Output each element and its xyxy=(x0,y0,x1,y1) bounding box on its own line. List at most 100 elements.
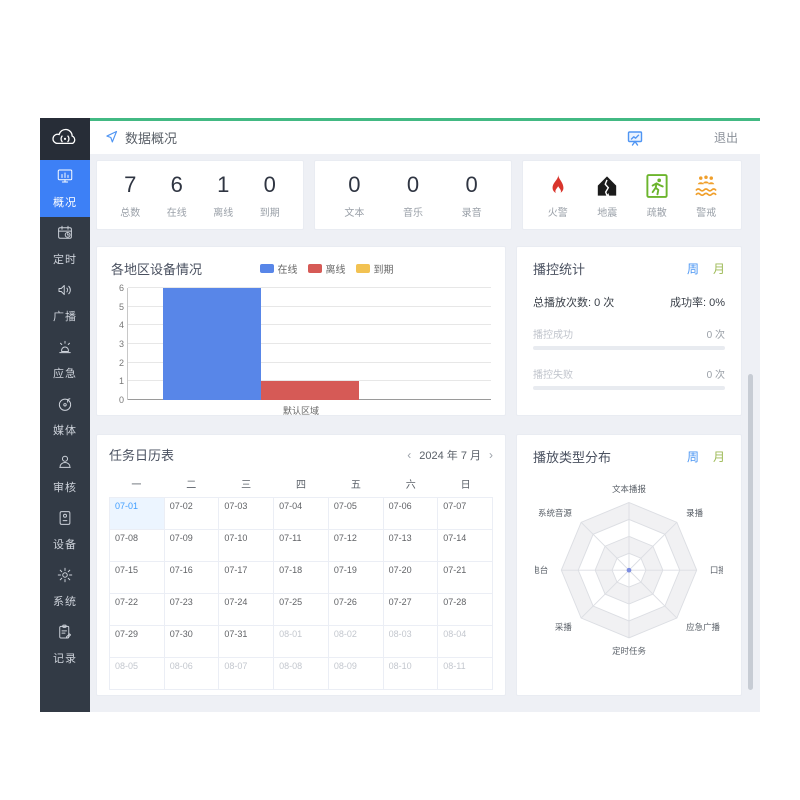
alert-fire[interactable]: 火警 xyxy=(544,172,572,219)
progress-label: 播控成功 xyxy=(533,330,573,341)
calendar-day[interactable]: 07-13 xyxy=(383,530,439,562)
calendar-day[interactable]: 07-26 xyxy=(328,594,384,626)
svg-text:采播: 采播 xyxy=(555,622,572,632)
stat-value: 1 xyxy=(217,171,230,197)
sidebar-item-emergency[interactable]: 应急 xyxy=(40,331,90,388)
calendar-grid: 07-01 07-02 07-03 07-04 07-05 07-06 07-07 07-08… xyxy=(109,497,493,690)
calendar-day[interactable]: 07-05 xyxy=(328,498,384,530)
calendar-day[interactable]: 08-07 xyxy=(219,658,275,690)
calendar-day[interactable]: 08-04 xyxy=(438,626,493,658)
calendar-day[interactable]: 08-01 xyxy=(274,626,329,658)
calendar-day[interactable]: 07-16 xyxy=(164,562,220,594)
calendar-day[interactable]: 07-10 xyxy=(219,530,275,562)
radar-week-toggle[interactable]: 周 xyxy=(686,450,699,464)
sidebar-item-label: 概况 xyxy=(53,197,77,209)
alert-label: 火警 xyxy=(547,207,568,219)
calendar-day[interactable]: 07-09 xyxy=(164,530,220,562)
sidebar-item-broadcast[interactable]: 广播 xyxy=(40,274,90,331)
system-icon xyxy=(56,566,74,589)
calendar-day[interactable]: 08-06 xyxy=(164,658,220,690)
calendar-day[interactable]: 07-08 xyxy=(110,530,165,562)
legend-item[interactable]: 到期 xyxy=(355,261,394,276)
sidebar-item-system[interactable]: 系统 xyxy=(40,559,90,616)
calendar-day[interactable]: 07-03 xyxy=(219,498,275,530)
app-logo[interactable] xyxy=(40,118,90,160)
progress-row: 播控失败 0 次 xyxy=(533,366,725,390)
calendar-day[interactable]: 07-22 xyxy=(110,594,165,626)
calendar-day[interactable]: 07-25 xyxy=(274,594,329,626)
calendar-day[interactable]: 07-27 xyxy=(383,594,439,626)
calendar-day[interactable]: 08-10 xyxy=(383,658,439,690)
calendar-day[interactable]: 07-06 xyxy=(383,498,439,530)
calendar-day[interactable]: 07-23 xyxy=(164,594,220,626)
calendar-day[interactable]: 07-11 xyxy=(274,530,329,562)
sidebar-item-device[interactable]: 设备 xyxy=(40,502,90,559)
calendar-day[interactable]: 08-05 xyxy=(110,658,165,690)
month-toggle[interactable]: 月 xyxy=(712,262,725,276)
logout-button[interactable]: 退出 xyxy=(713,131,738,145)
calendar-day[interactable]: 07-14 xyxy=(438,530,493,562)
progress-label: 播控失败 xyxy=(533,370,573,381)
calendar-day[interactable]: 07-04 xyxy=(274,498,329,530)
calendar-day[interactable]: 08-09 xyxy=(328,658,384,690)
calendar-month-label: 2024 年 7 月 xyxy=(419,449,481,462)
sidebar-item-media[interactable]: 媒体 xyxy=(40,388,90,445)
media-icon xyxy=(56,395,74,418)
stat-value: 6 xyxy=(170,171,183,197)
svg-text:口播: 口播 xyxy=(710,565,723,575)
stat-label: 总数 xyxy=(120,207,141,219)
calendar-day[interactable]: 07-01 xyxy=(110,498,165,530)
bar-离线[interactable] xyxy=(260,381,359,400)
calendar-prev-icon[interactable]: ‹ xyxy=(407,447,412,462)
success-rate-label: 成功率: 0% xyxy=(669,297,725,309)
x-category-label: 默认区域 xyxy=(282,406,319,416)
calendar-next-icon[interactable]: › xyxy=(489,447,493,462)
y-tick-label: 4 xyxy=(118,320,124,331)
sidebar-item-overview[interactable]: 概况 xyxy=(40,160,90,217)
calendar-day[interactable]: 07-02 xyxy=(164,498,220,530)
legend-label: 离线 xyxy=(325,265,346,276)
calendar-day[interactable]: 07-17 xyxy=(219,562,275,594)
calendar-day[interactable]: 07-30 xyxy=(164,626,220,658)
legend-swatch xyxy=(307,264,322,273)
alert-flood[interactable]: 警戒 xyxy=(692,172,720,219)
sidebar-item-timer[interactable]: 定时 xyxy=(40,217,90,274)
stat-item: 0 音乐 xyxy=(403,172,423,219)
stat-item: 0 录音 xyxy=(462,172,482,219)
stat-value: 0 xyxy=(263,171,276,197)
calendar-day[interactable]: 07-28 xyxy=(438,594,493,626)
alert-earthquake[interactable]: 地震 xyxy=(593,172,621,219)
play-control-stats-card: 播控统计 周 月 总播放次数: 0 次 成功率: 0% 播控成功 0 次播控失败 0… xyxy=(516,246,742,416)
legend-item[interactable]: 离线 xyxy=(307,261,346,276)
calendar-day[interactable]: 08-02 xyxy=(328,626,384,658)
stat-value: 0 xyxy=(465,171,478,197)
calendar-day[interactable]: 07-20 xyxy=(383,562,439,594)
legend-item[interactable]: 在线 xyxy=(259,261,298,276)
bar-在线[interactable] xyxy=(162,288,261,400)
gridline xyxy=(128,324,491,326)
week-toggle[interactable]: 周 xyxy=(686,262,699,276)
calendar-day[interactable]: 07-12 xyxy=(328,530,384,562)
calendar-day[interactable]: 08-03 xyxy=(383,626,439,658)
calendar-day[interactable]: 07-18 xyxy=(274,562,329,594)
calendar-weekday-header: 一二三四五六日 xyxy=(109,472,493,497)
calendar-day[interactable]: 07-15 xyxy=(110,562,165,594)
svg-text:FM电台: FM电台 xyxy=(535,565,548,575)
y-tick-label: 6 xyxy=(118,283,124,293)
calendar-day[interactable]: 07-31 xyxy=(219,626,275,658)
presentation-board-icon[interactable] xyxy=(626,129,644,147)
alert-evacuation[interactable]: 疏散 xyxy=(643,172,671,219)
calendar-day[interactable]: 07-21 xyxy=(438,562,493,594)
sidebar-item-audit[interactable]: 审核 xyxy=(40,445,90,502)
calendar-day[interactable]: 07-24 xyxy=(219,594,275,626)
radar-month-toggle[interactable]: 月 xyxy=(712,450,725,464)
scrollbar-thumb[interactable] xyxy=(748,374,753,690)
calendar-day[interactable]: 08-11 xyxy=(438,658,493,690)
stat-item: 0 到期 xyxy=(260,172,280,219)
calendar-day[interactable]: 07-19 xyxy=(328,562,384,594)
calendar-day[interactable]: 08-08 xyxy=(274,658,329,690)
calendar-day[interactable]: 07-07 xyxy=(438,498,493,530)
weekday-label: 日 xyxy=(460,480,471,491)
sidebar-item-records[interactable]: 记录 xyxy=(40,616,90,673)
calendar-day[interactable]: 07-29 xyxy=(110,626,165,658)
